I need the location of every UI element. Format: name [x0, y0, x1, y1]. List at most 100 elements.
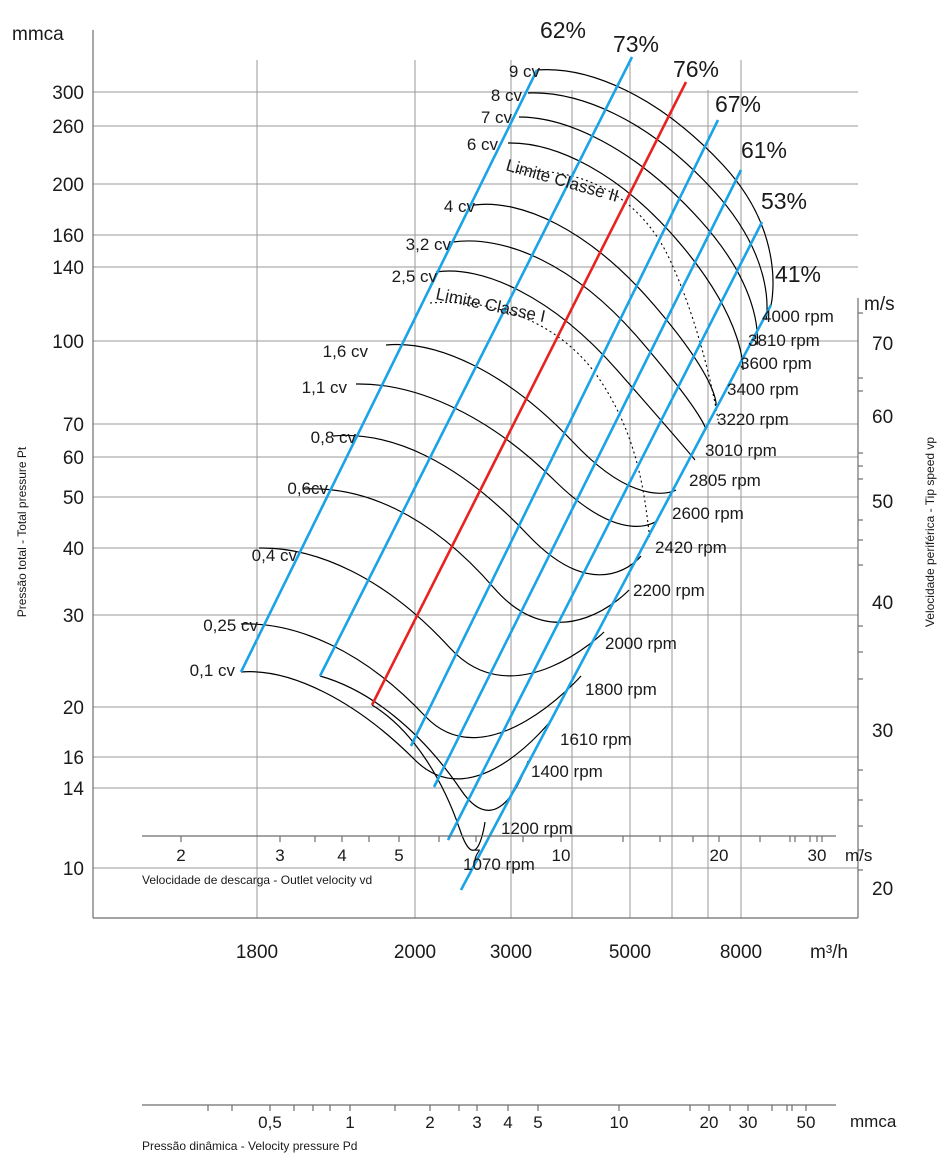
rpm-label-1400-rpm: 1400 rpm [531, 762, 603, 781]
velocity-pressure-tick-label: 4 [503, 1113, 512, 1132]
rpm-label-3400-rpm: 3400 rpm [727, 380, 799, 399]
speed-curve-1070-rpm [371, 704, 486, 851]
outlet-velocity-tick-label: 2 [176, 846, 185, 865]
flow-tick-label: 2000 [394, 942, 436, 963]
speed-curve-1800-rpm [258, 547, 605, 677]
pressure-tick-label: 60 [63, 448, 84, 469]
tip-speed-unit-label: m/s [864, 294, 895, 315]
speed-curve-2600-rpm [385, 343, 677, 494]
flow-tick-label: 3000 [490, 942, 532, 963]
power-label-3-2-cv: 3,2 cv [406, 235, 452, 254]
rpm-label-2805-rpm: 2805 rpm [689, 471, 761, 490]
velocity-pressure-tick-label: 2 [425, 1113, 434, 1132]
class-limit-line-limite-classe-ii [511, 170, 719, 421]
power-label-9-cv: 9 cv [509, 62, 541, 81]
class-limit-lines [429, 170, 719, 541]
flow-tick-label: 1800 [236, 942, 278, 963]
rpm-label-2200-rpm: 2200 rpm [633, 581, 705, 600]
speed-curve-1400-rpm [240, 671, 554, 780]
pressure-unit-label: mmca [12, 24, 64, 45]
flow-tick-label: 8000 [720, 942, 762, 963]
class-limit-line-limite-classe-i [429, 301, 651, 541]
pressure-tick-label: 70 [63, 415, 84, 436]
pressure-tick-label: 20 [63, 698, 84, 719]
tip-speed-tick-label: 20 [872, 879, 893, 900]
pressure-tick-label: 260 [52, 117, 84, 138]
efficiency-line-76 [370, 81, 688, 706]
power-label-0-4-cv: 0,4 cv [252, 546, 298, 565]
pressure-tick-label: 200 [52, 175, 84, 196]
efficiency-label-62: 62% [540, 17, 586, 43]
speed-curve-2000-rpm [302, 488, 630, 623]
velocity-pressure-tick-label: 50 [797, 1113, 816, 1132]
velocity-pressure-tick-label: 3 [472, 1113, 481, 1132]
velocity-pressure-axis-title: Pressão dinâmica - Velocity pressure Pd [142, 1139, 357, 1153]
rpm-label-3010-rpm: 3010 rpm [705, 441, 777, 460]
tip-speed-tick-label: 50 [872, 492, 893, 513]
rpm-label-1070-rpm: 1070 rpm [463, 855, 535, 874]
power-label-0-6cv: 0,6cv [287, 479, 328, 498]
outlet-velocity-unit-label: m/s [845, 846, 872, 865]
pressure-tick-label: 14 [63, 779, 85, 800]
efficiency-label-53: 53% [761, 188, 807, 214]
velocity-pressure-tick-label: 0,5 [258, 1113, 282, 1132]
chart-labels: 3002602001601401007060504030201614101800… [12, 17, 937, 1153]
rpm-label-3220-rpm: 3220 rpm [717, 410, 789, 429]
speed-curve-2805-rpm [435, 270, 696, 461]
power-label-1-1-cv: 1,1 cv [302, 378, 348, 397]
outlet-velocity-tick-label: 7 [471, 846, 480, 865]
efficiency-label-76: 76% [673, 56, 719, 82]
speed-curve-3600-rpm [518, 116, 759, 346]
velocity-pressure-tick-label: 10 [610, 1113, 629, 1132]
efficiency-lines [239, 56, 773, 891]
power-label-0-1-cv: 0,1 cv [190, 661, 236, 680]
outlet-velocity-tick-label: 5 [394, 846, 403, 865]
efficiency-label-41: 41% [775, 261, 821, 287]
outlet-velocity-axis-title: Velocidade de descarga - Outlet velocity… [142, 873, 372, 887]
power-label-0-8-cv: 0,8 cv [311, 428, 357, 447]
speed-curve-3220-rpm [473, 203, 717, 406]
rpm-label-3810-rpm: 3810 rpm [748, 331, 820, 350]
rpm-label-1610-rpm: 1610 rpm [560, 730, 632, 749]
pressure-tick-label: 10 [63, 859, 84, 880]
efficiency-line-61 [432, 169, 743, 788]
velocity-pressure-tick-label: 30 [739, 1113, 758, 1132]
speed-curve-4000-rpm [536, 69, 774, 306]
velocity-pressure-tick-label: 1 [345, 1113, 354, 1132]
tip-speed-tick-label: 60 [872, 407, 893, 428]
efficiency-label-67: 67% [715, 91, 761, 117]
speed-curves [240, 69, 774, 851]
speed-curve-2420-rpm [355, 383, 659, 527]
velocity-pressure-unit-label: mmca [850, 1112, 897, 1131]
efficiency-line-73 [318, 56, 634, 677]
power-label-6-cv: 6 cv [467, 135, 499, 154]
pressure-tick-label: 16 [63, 748, 84, 769]
pressure-tick-label: 100 [52, 332, 84, 353]
rpm-label-2000-rpm: 2000 rpm [605, 634, 677, 653]
pressure-tick-label: 160 [52, 226, 84, 247]
velocity-pressure-tick-label: 5 [533, 1113, 542, 1132]
efficiency-line-67 [409, 119, 720, 747]
pressure-tick-label: 140 [52, 258, 84, 279]
outlet-velocity-tick-label: 4 [337, 846, 346, 865]
efficiency-label-61: 61% [741, 137, 787, 163]
pressure-tick-label: 50 [63, 488, 84, 509]
rpm-label-2420-rpm: 2420 rpm [655, 538, 727, 557]
rpm-label-1800-rpm: 1800 rpm [585, 680, 657, 699]
power-label-7-cv: 7 cv [481, 108, 513, 127]
speed-curve-3810-rpm [527, 92, 768, 321]
pressure-axis-title: Pressão total - Total pressure Pt [15, 446, 29, 617]
outlet-velocity-tick-label: 20 [710, 846, 729, 865]
power-label-4-cv: 4 cv [444, 197, 476, 216]
pressure-tick-label: 40 [63, 539, 84, 560]
class-limit-label-limite-classe-i: Limite Classe I [434, 284, 547, 326]
pressure-tick-label: 30 [63, 606, 84, 627]
tip-speed-tick-label: 30 [872, 721, 893, 742]
outlet-velocity-tick-label: 10 [552, 846, 571, 865]
power-label-1-6-cv: 1,6 cv [323, 342, 369, 361]
power-label-2-5-cv: 2,5 cv [392, 267, 438, 286]
efficiency-line-53 [446, 221, 764, 841]
speed-curve-3400-rpm [507, 142, 744, 371]
efficiency-line-41 [459, 304, 773, 891]
